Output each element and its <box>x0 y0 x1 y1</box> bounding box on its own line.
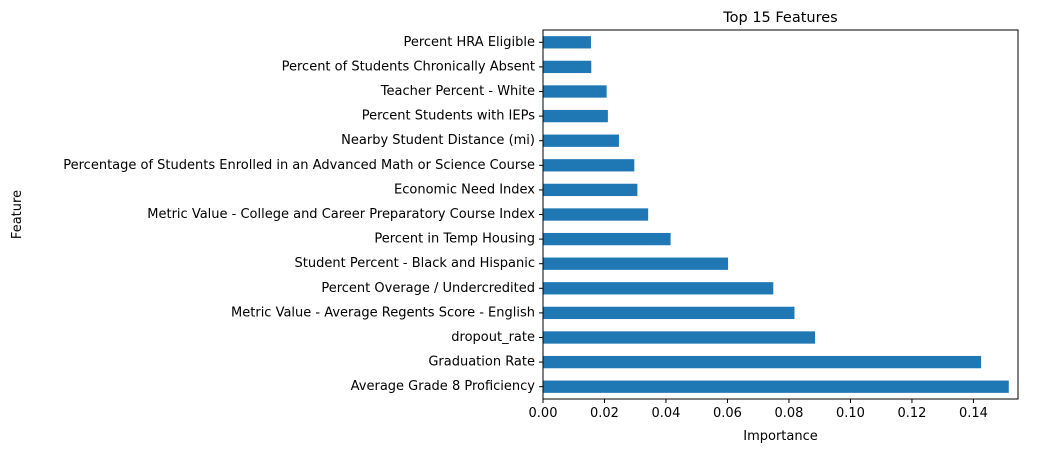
y-tick-label: Percent Students with IEPs <box>362 109 535 124</box>
y-tick-label: Nearby Student Distance (mi) <box>341 133 535 148</box>
bar <box>543 355 982 369</box>
y-tick-label: Teacher Percent - White <box>380 84 535 99</box>
y-tick-label: Graduation Rate <box>428 355 535 370</box>
bar <box>543 36 591 49</box>
bar <box>543 306 795 320</box>
bar <box>543 282 774 295</box>
bars-layer <box>543 36 1009 393</box>
bar <box>543 159 635 172</box>
bar <box>543 331 816 344</box>
y-axis-ticks: Average Grade 8 Proficiency Graduation Ra… <box>63 35 543 394</box>
x-tick-label: 0.14 <box>959 406 988 421</box>
y-tick-label: Percent in Temp Housing <box>374 232 535 247</box>
bar <box>543 109 608 123</box>
x-tick-label: 0.00 <box>529 406 558 421</box>
y-tick-label: Percent Overage / Undercredited <box>321 281 535 296</box>
y-tick-label: Percent of Students Chronically Absent <box>282 59 535 74</box>
y-tick-label: Student Percent - Black and Hispanic <box>295 256 535 271</box>
y-tick-label: Metric Value - College and Career Prepar… <box>147 207 535 222</box>
x-tick-label: 0.12 <box>897 406 926 421</box>
y-tick-label: Metric Value - Average Regents Score - E… <box>231 305 535 320</box>
y-tick-label: Percentage of Students Enrolled in an Ad… <box>63 158 535 173</box>
x-tick-label: 0.08 <box>774 406 803 421</box>
bar <box>543 60 592 74</box>
bar <box>543 134 619 147</box>
y-tick-label: dropout_rate <box>451 330 535 345</box>
chart-title: Top 15 Features <box>722 10 838 26</box>
x-tick-label: 0.10 <box>836 406 865 421</box>
y-tick-label: Percent HRA Eligible <box>403 35 535 50</box>
x-tick-label: 0.04 <box>652 406 681 421</box>
y-tick-label: Economic Need Index <box>394 182 535 197</box>
bar <box>543 183 638 197</box>
bar <box>543 232 671 246</box>
plot-frame <box>542 29 1019 400</box>
x-tick-label: 0.06 <box>713 406 742 421</box>
y-tick-label: Average Grade 8 Proficiency <box>351 379 536 394</box>
bar <box>543 85 607 98</box>
bar <box>543 380 1009 393</box>
x-axis-label: Importance <box>743 429 818 444</box>
bar <box>543 208 649 221</box>
bar <box>543 257 729 270</box>
y-axis-label: Feature <box>10 190 25 239</box>
x-tick-label: 0.02 <box>590 406 619 421</box>
x-axis-ticks: 0.00 0.02 0.04 0.06 0.08 0.10 0.12 0.14 <box>529 399 988 421</box>
